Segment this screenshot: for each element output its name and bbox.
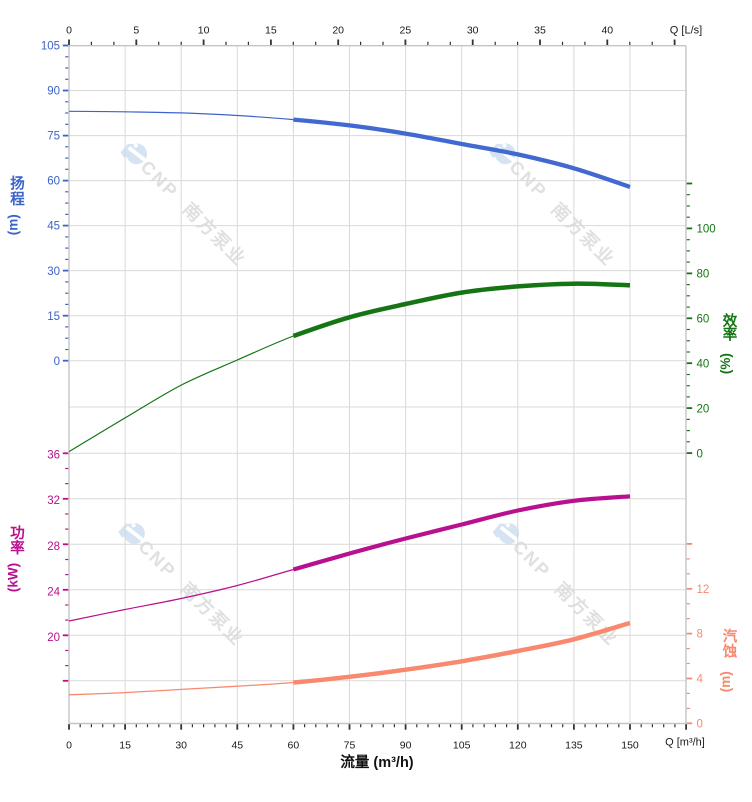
svg-text:0: 0 — [697, 448, 703, 460]
svg-text:20: 20 — [697, 403, 710, 415]
svg-text:率: 率 — [723, 326, 738, 344]
svg-text:135: 135 — [565, 739, 583, 751]
svg-text:(m): (m) — [718, 671, 733, 692]
svg-text:程: 程 — [10, 191, 25, 208]
svg-text:60: 60 — [47, 176, 60, 188]
svg-text:效: 效 — [723, 312, 738, 330]
svg-text:8: 8 — [697, 629, 703, 641]
svg-text:28: 28 — [47, 541, 60, 553]
svg-text:12: 12 — [697, 584, 710, 596]
svg-text:蚀: 蚀 — [722, 642, 738, 660]
svg-text:20: 20 — [332, 24, 344, 36]
svg-text:(%): (%) — [718, 353, 733, 374]
svg-text:20: 20 — [47, 632, 60, 644]
svg-text:30: 30 — [175, 739, 187, 751]
svg-text:0: 0 — [66, 739, 72, 751]
svg-text:率: 率 — [10, 539, 25, 557]
svg-text:32: 32 — [47, 495, 60, 507]
svg-text:(kW): (kW) — [6, 563, 21, 592]
svg-text:40: 40 — [601, 24, 613, 36]
svg-text:Q [m³/h]: Q [m³/h] — [665, 737, 705, 749]
svg-text:36: 36 — [47, 449, 60, 461]
svg-text:(m): (m) — [6, 214, 21, 235]
svg-text:24: 24 — [47, 587, 60, 599]
svg-text:10: 10 — [198, 24, 210, 36]
svg-text:80: 80 — [697, 269, 710, 281]
svg-text:75: 75 — [47, 131, 60, 143]
svg-text:150: 150 — [621, 739, 639, 751]
svg-text:0: 0 — [66, 24, 72, 36]
svg-text:105: 105 — [41, 41, 60, 53]
svg-text:流量 (m³/h): 流量 (m³/h) — [340, 753, 413, 771]
svg-text:120: 120 — [509, 739, 527, 751]
svg-text:90: 90 — [47, 86, 60, 98]
svg-text:60: 60 — [697, 313, 710, 325]
svg-text:15: 15 — [265, 24, 277, 36]
svg-text:60: 60 — [288, 739, 300, 751]
svg-text:扬: 扬 — [10, 175, 25, 193]
svg-text:30: 30 — [467, 24, 479, 36]
svg-text:Q [L/s]: Q [L/s] — [670, 24, 702, 36]
svg-text:45: 45 — [231, 739, 243, 751]
svg-text:5: 5 — [133, 24, 139, 36]
svg-text:功: 功 — [10, 525, 25, 542]
svg-text:0: 0 — [697, 719, 703, 731]
svg-text:30: 30 — [47, 266, 60, 278]
svg-text:15: 15 — [47, 311, 60, 323]
svg-text:75: 75 — [344, 739, 356, 751]
svg-text:25: 25 — [400, 24, 412, 36]
svg-text:40: 40 — [697, 358, 710, 370]
svg-text:15: 15 — [119, 739, 131, 751]
svg-text:35: 35 — [534, 24, 546, 36]
svg-text:0: 0 — [54, 356, 60, 368]
svg-text:汽: 汽 — [723, 627, 738, 645]
svg-text:4: 4 — [697, 674, 704, 686]
svg-text:90: 90 — [400, 739, 412, 751]
svg-text:45: 45 — [47, 221, 60, 233]
svg-text:105: 105 — [453, 739, 471, 751]
svg-text:100: 100 — [697, 224, 716, 236]
